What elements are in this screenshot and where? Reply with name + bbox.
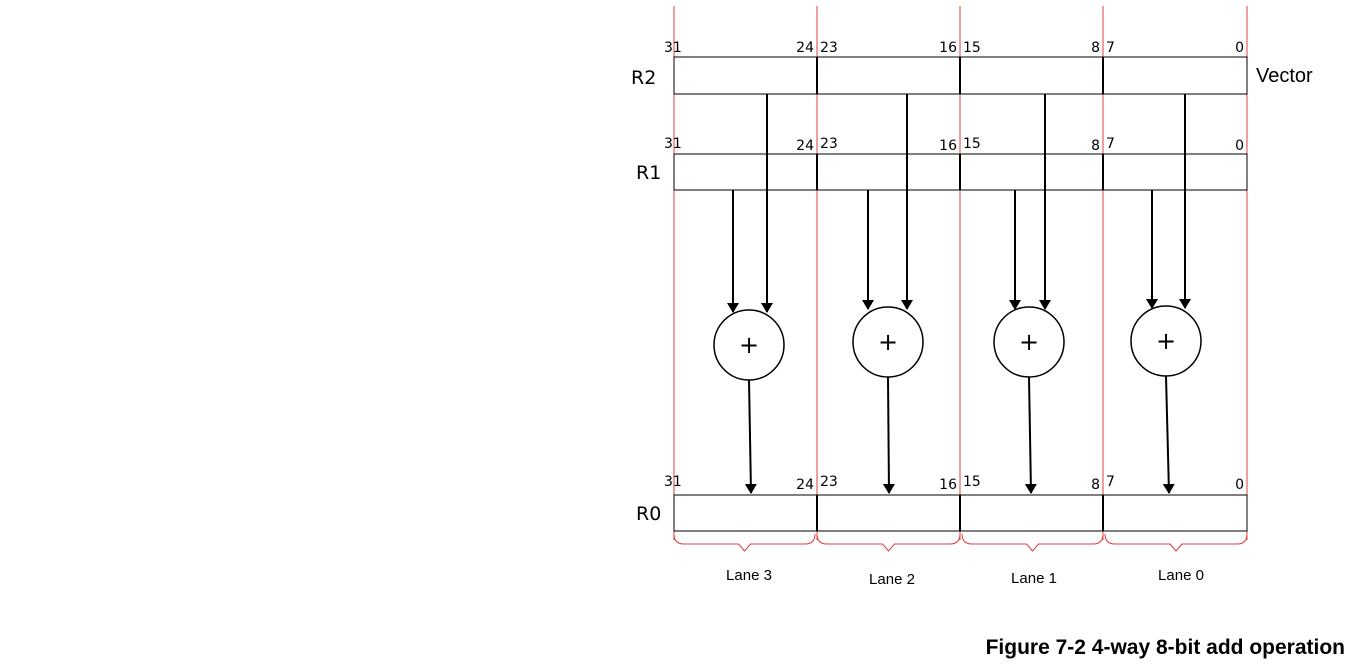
bit-index-label: 8 [1091,138,1100,154]
register-r2: R2 31 24 23 16 15 8 7 0 [631,40,1248,95]
lane-label-3: Lane 3 [726,567,772,584]
bit-index-label: 24 [796,138,814,154]
bit-index-label: 16 [939,138,957,154]
bit-index-label: 16 [939,40,957,56]
bit-index-label: 16 [939,477,957,493]
lane-brace [673,533,816,552]
adder-lane-2: + [852,94,924,494]
bit-index-label: 8 [1091,477,1100,493]
adder-lane-1: + [993,94,1065,494]
bit-index-label: 0 [1235,477,1244,493]
bit-index-label: 31 [664,474,682,490]
bit-index-label: 15 [963,474,981,490]
output-arrow [1024,376,1037,494]
plus-symbol: + [1019,328,1039,356]
bit-index-label: 24 [796,40,814,56]
bit-index-label: 15 [963,136,981,152]
bit-index-label: 7 [1106,136,1115,152]
bit-index-label: 23 [820,40,838,56]
plus-symbol: + [739,331,759,359]
lane-operations: + + + + [713,94,1202,494]
bit-index-label: 15 [963,40,981,56]
lane-label-2: Lane 2 [869,571,915,588]
adder-lane-3: + [713,94,785,494]
plus-symbol: + [878,328,898,356]
output-arrow [1162,375,1175,494]
register-label-r0: R0 [636,503,661,525]
output-arrow [882,376,895,494]
adder-lane-0: + [1130,94,1202,494]
bit-index-label: 31 [664,40,682,56]
lane-brace [961,533,1104,552]
bit-index-label: 7 [1106,474,1115,490]
bit-index-label: 8 [1091,40,1100,56]
lane-brace [1104,533,1248,552]
vector-label: Vector [1256,65,1313,87]
lane-brace [816,533,961,552]
bit-index-label: 23 [820,136,838,152]
bit-index-label: 7 [1106,40,1115,56]
lane-label-1: Lane 1 [1011,570,1057,587]
lane-labels: Lane 3 Lane 2 Lane 1 Lane 0 [726,567,1204,588]
register-r0: R0 31 24 23 16 15 8 7 0 [636,474,1248,532]
bit-index-label: 31 [664,136,682,152]
register-label-r2: R2 [631,67,656,89]
figure-caption: Figure 7-2 4-way 8-bit add operation [985,636,1345,659]
bit-index-label: 0 [1235,138,1244,154]
register-label-r1: R1 [636,162,661,184]
bit-index-label: 0 [1235,40,1244,56]
bit-index-label: 24 [796,477,814,493]
register-r1: R1 31 24 23 16 15 8 7 0 [636,136,1248,191]
output-arrow [744,379,757,494]
bit-index-label: 23 [820,474,838,490]
lane-label-0: Lane 0 [1158,567,1204,584]
lane-dividers [673,6,1248,540]
lane-braces [673,533,1248,552]
plus-symbol: + [1156,327,1176,355]
